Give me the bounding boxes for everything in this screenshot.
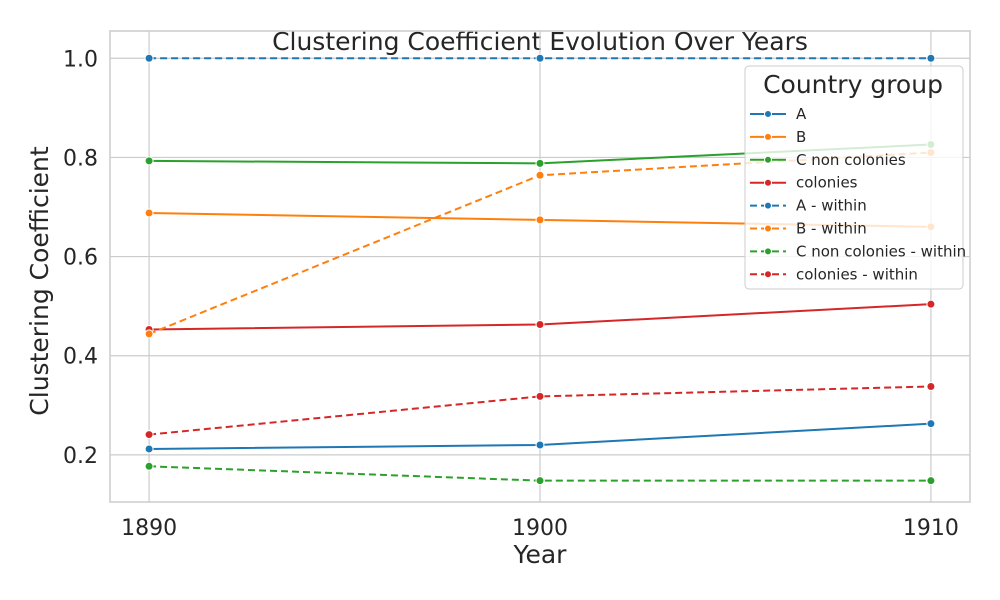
legend-label: B - within [796, 220, 867, 238]
legend-item: C non colonies - within [750, 242, 966, 260]
y-tick-label: 1.0 [63, 47, 98, 72]
legend-marker [764, 224, 772, 233]
data-point [144, 444, 154, 454]
legend-item: C non colonies [750, 151, 906, 169]
legend-items: AB C non colonies colonies A - within B - wi… [750, 105, 966, 283]
series-a [144, 419, 936, 454]
plot-area-frame [109, 30, 971, 503]
series-c-non-colonies-within [144, 461, 936, 486]
legend-label: colonies [796, 174, 858, 192]
data-point [144, 208, 154, 218]
data-point [926, 419, 936, 429]
y-tick-label: 0.8 [63, 146, 98, 171]
legend-marker [764, 247, 772, 256]
data-point [144, 53, 154, 63]
series-colonies-within [144, 381, 936, 440]
x-tick-label: 1910 [903, 516, 959, 541]
legend-marker [764, 270, 772, 279]
legend-marker [764, 201, 772, 210]
x-axis-label: Year [513, 540, 568, 569]
data-point [535, 170, 545, 180]
x-tick-label: 1890 [121, 516, 177, 541]
x-axis: 1890 1900 1910 [121, 516, 959, 541]
legend-item: A - within [750, 197, 867, 215]
legend-item: colonies - within [750, 265, 918, 283]
data-point [535, 476, 545, 486]
legend-marker [764, 178, 772, 187]
y-axis: 0.2 0.4 0.6 0.8 1.0 [63, 47, 98, 469]
x-tick-label: 1900 [512, 516, 568, 541]
data-point [535, 391, 545, 401]
legend-marker [764, 110, 772, 118]
legend-box [744, 65, 964, 290]
data-point [535, 215, 545, 225]
data-point [144, 156, 154, 166]
legend-marker [764, 132, 772, 141]
data-point [926, 299, 936, 309]
data-point [926, 381, 936, 391]
data-point [535, 440, 545, 450]
legend-item: B [750, 128, 806, 146]
legend-label: A [796, 105, 807, 123]
legend-label: colonies - within [796, 265, 918, 283]
series-line-colonies-within [148, 385, 931, 436]
data-point [144, 461, 154, 471]
data-point [144, 430, 154, 440]
legend-label: C non colonies [796, 151, 906, 169]
data-point [144, 329, 154, 339]
data-point [535, 53, 545, 63]
legend-label: A - within [796, 197, 867, 215]
legend-marker [764, 155, 772, 164]
legend-item: colonies [750, 174, 858, 192]
data-point [535, 158, 545, 168]
y-tick-label: 0.4 [63, 345, 98, 370]
legend: Country group AB C non colonies colonies A … [744, 65, 966, 290]
data-point [926, 476, 936, 486]
series-a-within [144, 53, 936, 63]
legend-label: B [796, 128, 806, 146]
legend-item: A [750, 105, 807, 123]
y-tick-label: 0.2 [63, 444, 98, 469]
y-tick-label: 0.6 [63, 246, 98, 271]
legend-label: C non colonies - within [796, 242, 966, 260]
legend-item: B - within [750, 220, 867, 238]
legend-title: Country group [763, 70, 943, 99]
data-point [535, 320, 545, 330]
data-point [926, 53, 936, 63]
y-axis-label: Clustering Coefficient [25, 146, 54, 416]
